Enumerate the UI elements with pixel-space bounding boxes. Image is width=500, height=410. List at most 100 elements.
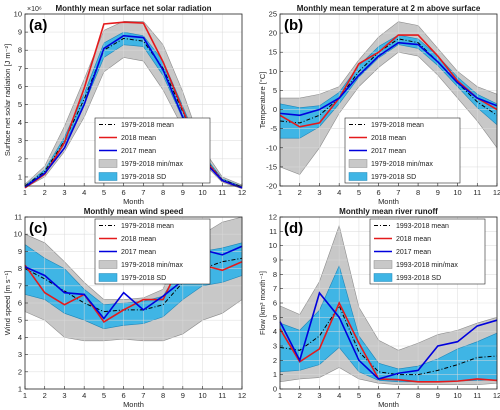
x-axis-label: Month (378, 197, 399, 206)
x-tick-label: 10 (198, 188, 206, 197)
x-tick-label: 11 (473, 391, 481, 400)
x-tick-label: 9 (181, 188, 185, 197)
y-tick-label: 2 (18, 154, 22, 163)
legend-label: 2018 mean (121, 236, 156, 243)
x-tick-label: 7 (396, 188, 400, 197)
legend: 1979-2018 mean 2018 mean 2017 mean 1979-201… (344, 117, 461, 184)
x-tick-label: 3 (62, 188, 66, 197)
panel-label: (a) (29, 17, 47, 34)
y-tick-label: 1 (273, 370, 277, 379)
y-tick-label: 25 (269, 10, 277, 19)
x-axis-label: Month (123, 197, 144, 206)
axes-frame (279, 13, 498, 187)
x-tick-label: 4 (337, 188, 341, 197)
x-tick-label: 12 (493, 188, 500, 197)
legend: 1993-2018 mean 2018 mean 2017 mean 1993-201… (369, 218, 486, 285)
y-tick-label: 7 (18, 64, 22, 73)
y-tick-label: 11 (269, 227, 277, 236)
y-tick-label: 10 (269, 241, 277, 250)
x-axis-label: Month (378, 400, 399, 409)
x-tick-label: 7 (141, 188, 145, 197)
x-tick-label: 3 (317, 188, 321, 197)
x-tick-label: 6 (377, 391, 381, 400)
legend-swatch (373, 260, 393, 269)
y-tick-label: 1 (18, 385, 22, 394)
x-tick-label: 10 (453, 188, 461, 197)
y-tick-label: 0 (273, 105, 277, 114)
y-tick-label: 12 (269, 213, 277, 222)
panel-label: (d) (284, 220, 303, 237)
legend-label: 1993-2018 mean (396, 223, 449, 230)
x-tick-label: 9 (181, 391, 185, 400)
x-tick-label: 7 (396, 391, 400, 400)
x-tick-label: 5 (102, 188, 106, 197)
y-tick-label: 5 (273, 86, 277, 95)
x-tick-label: 8 (161, 188, 165, 197)
y-tick-label: -15 (266, 162, 277, 171)
y-tick-label: 10 (14, 230, 22, 239)
x-tick-label: 1 (23, 188, 27, 197)
x-tick-label: 1 (278, 391, 282, 400)
y-tick-label: 4 (273, 327, 277, 336)
series-line-1 (24, 37, 243, 188)
x-tick-label: 3 (317, 391, 321, 400)
series-line-3 (279, 41, 498, 117)
y-tick-label: -20 (266, 182, 277, 191)
series-line-2 (279, 301, 498, 383)
y-tick-label: 3 (273, 342, 277, 351)
legend-swatch (373, 273, 393, 282)
y-tick-label: 1 (18, 172, 22, 181)
x-tick-label: 6 (122, 391, 126, 400)
x-tick-label: 8 (416, 391, 420, 400)
y-tick-label: 0 (273, 385, 277, 394)
y-tick-label: 9 (18, 247, 22, 256)
legend-swatch (98, 260, 118, 269)
legend-label: 1979-2018 mean (121, 122, 174, 129)
panel-label: (c) (29, 220, 47, 237)
legend-label: 1979-2018 SD (371, 174, 416, 181)
x-tick-label: 11 (473, 188, 481, 197)
legend-label: 2018 mean (121, 135, 156, 142)
panel-title: Monthly mean temperature at 2 m above su… (297, 4, 481, 13)
series-line-3 (279, 291, 498, 380)
panel-label: (b) (284, 17, 303, 34)
panel-2: 1 2 3 4 5 6 7 8 9 10 11 12-20-15-10-50510152025Mont… (258, 4, 500, 206)
legend-label: 2018 mean (396, 236, 431, 243)
y-tick-label: 5 (273, 313, 277, 322)
y-tick-label: 15 (269, 48, 277, 57)
x-tick-label: 8 (161, 391, 165, 400)
legend-label: 1979-2018 min/max (121, 262, 183, 269)
legend-swatch (98, 159, 118, 168)
x-tick-label: 7 (141, 391, 145, 400)
x-tick-label: 12 (238, 188, 246, 197)
y-tick-label: 2 (273, 356, 277, 365)
x-tick-label: 4 (82, 188, 86, 197)
y-tick-label: 5 (18, 100, 22, 109)
y-tick-label: 10 (269, 67, 277, 76)
y-tick-label: 6 (273, 299, 277, 308)
legend-label: 2017 mean (371, 148, 406, 155)
legend-label: 1979-2018 mean (371, 122, 424, 129)
y-tick-label: -5 (270, 124, 277, 133)
y-tick-label: 8 (273, 270, 277, 279)
legend-label: 1979-2018 min/max (121, 161, 183, 168)
x-tick-label: 5 (102, 391, 106, 400)
legend: 1979-2018 mean 2018 mean 2017 mean 1979-201… (94, 218, 211, 285)
legend-label: 2017 mean (121, 249, 156, 256)
x-tick-label: 3 (62, 391, 66, 400)
y-axis-label: Wind speed [m s⁻¹] (3, 271, 12, 335)
x-tick-label: 1 (23, 391, 27, 400)
y-tick-label: 7 (273, 284, 277, 293)
legend-label: 1979-2018 SD (121, 275, 166, 282)
legend-label: 2017 mean (121, 148, 156, 155)
y-tick-label: 5 (18, 316, 22, 325)
x-tick-label: 10 (453, 391, 461, 400)
legend-label: 1979-2018 min/max (371, 161, 433, 168)
legend-label: 1979-2018 SD (121, 174, 166, 181)
x-axis-label: Month (123, 400, 144, 409)
x-tick-label: 2 (43, 391, 47, 400)
x-tick-label: 9 (436, 188, 440, 197)
